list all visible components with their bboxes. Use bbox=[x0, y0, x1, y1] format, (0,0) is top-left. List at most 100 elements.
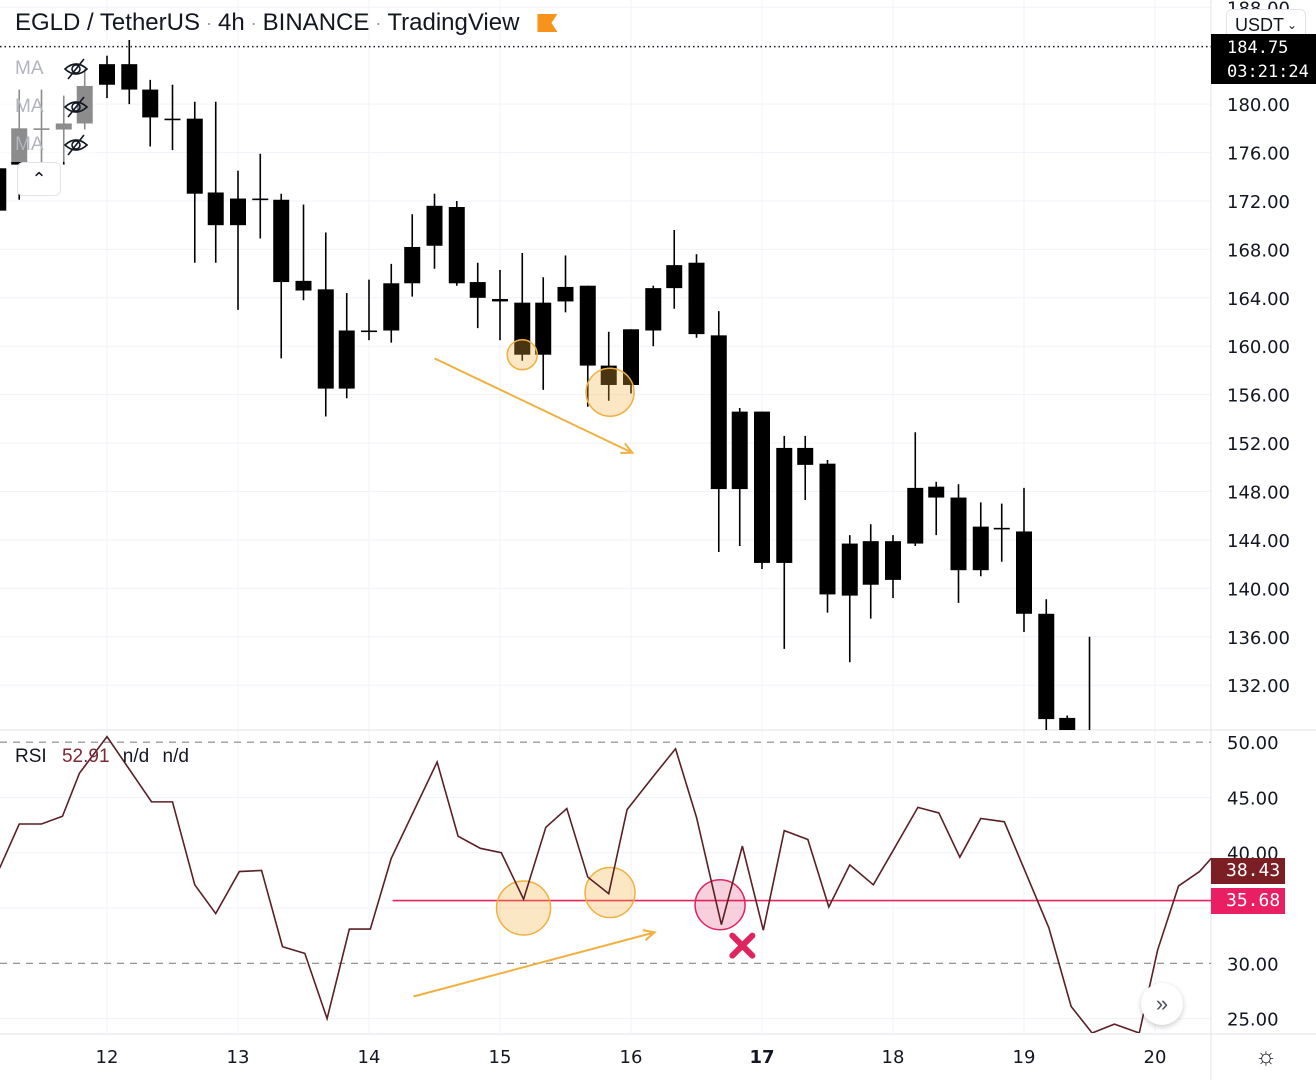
gear-icon[interactable]: ☼ bbox=[1255, 1043, 1277, 1070]
candle[interactable] bbox=[710, 311, 727, 553]
candle[interactable] bbox=[426, 193, 443, 269]
exchange: BINANCE bbox=[262, 9, 370, 36]
legend-item-ma-3[interactable]: MA bbox=[15, 126, 89, 164]
candle-body bbox=[492, 299, 508, 302]
candle[interactable] bbox=[492, 269, 508, 341]
symbol-name[interactable]: EGLD / TetherUS bbox=[15, 9, 200, 36]
candle-body bbox=[710, 335, 727, 490]
candle-body bbox=[99, 64, 115, 85]
rsi-extra-2: n/d bbox=[162, 746, 189, 767]
candle[interactable] bbox=[819, 460, 836, 613]
candle[interactable] bbox=[950, 484, 967, 603]
last-price: 184.75 bbox=[1227, 38, 1289, 58]
candle[interactable] bbox=[776, 435, 793, 649]
candle[interactable] bbox=[1059, 715, 1076, 733]
candle[interactable] bbox=[252, 153, 269, 239]
candle-body bbox=[273, 199, 290, 283]
candle-body bbox=[338, 330, 355, 389]
last-price-badge: 184.75 03:21:24 bbox=[1211, 34, 1316, 84]
legend-label: MA bbox=[15, 134, 44, 155]
candle-body bbox=[295, 280, 312, 291]
candle[interactable] bbox=[885, 535, 901, 599]
candle[interactable] bbox=[645, 285, 662, 347]
rsi-tick-label: 45.00 bbox=[1227, 788, 1279, 809]
rsi-tick-label: 25.00 bbox=[1227, 1010, 1279, 1031]
price-tick-label: 144.00 bbox=[1227, 531, 1290, 552]
candle[interactable] bbox=[535, 277, 552, 390]
candle[interactable] bbox=[754, 411, 770, 569]
candle[interactable] bbox=[207, 101, 224, 263]
annotation-circle bbox=[584, 866, 636, 919]
legend-item-ma-1[interactable]: MA bbox=[15, 50, 89, 88]
separator: · bbox=[205, 12, 212, 33]
candle[interactable] bbox=[317, 232, 334, 417]
annotation-arrow-head bbox=[620, 442, 635, 454]
price-tick-label: 148.00 bbox=[1227, 483, 1290, 504]
candle-body bbox=[928, 486, 945, 498]
candle[interactable] bbox=[841, 535, 858, 663]
price-tick-label: 156.00 bbox=[1227, 386, 1290, 407]
currency-label: USDT bbox=[1234, 14, 1284, 35]
candle[interactable] bbox=[1016, 487, 1032, 632]
price-tick-label: 160.00 bbox=[1227, 337, 1290, 358]
candle[interactable] bbox=[514, 253, 531, 361]
price-tick-label: 180.00 bbox=[1227, 95, 1290, 116]
candle[interactable] bbox=[164, 84, 181, 151]
candle[interactable] bbox=[731, 407, 748, 546]
candle[interactable] bbox=[579, 285, 596, 407]
candle[interactable] bbox=[862, 524, 879, 619]
candle[interactable] bbox=[99, 55, 115, 99]
rsi-legend[interactable]: RSI 52.91 n/d n/d bbox=[15, 746, 189, 768]
candle[interactable] bbox=[142, 79, 159, 147]
candle[interactable] bbox=[295, 204, 312, 301]
candle[interactable] bbox=[186, 101, 203, 263]
collapse-legend-button[interactable]: ⌃ bbox=[17, 162, 61, 196]
candle[interactable] bbox=[121, 39, 138, 105]
chevron-down-icon: ⌄ bbox=[1286, 18, 1298, 32]
candle[interactable] bbox=[797, 435, 814, 500]
scroll-to-realtime-button[interactable]: » bbox=[1141, 983, 1183, 1025]
rsi-extra-1: n/d bbox=[122, 746, 150, 767]
candle[interactable] bbox=[361, 279, 377, 341]
annotation-circle bbox=[694, 878, 746, 931]
candle-body bbox=[841, 543, 858, 596]
eye-off-icon[interactable] bbox=[63, 94, 89, 120]
candle[interactable] bbox=[907, 432, 924, 546]
candle[interactable] bbox=[230, 170, 246, 310]
candle[interactable] bbox=[623, 329, 639, 394]
eye-off-icon[interactable] bbox=[63, 132, 89, 158]
interval[interactable]: 4h bbox=[217, 9, 245, 36]
candle[interactable] bbox=[273, 193, 290, 359]
candle[interactable] bbox=[383, 263, 400, 343]
flag-icon[interactable] bbox=[537, 14, 558, 32]
candle[interactable] bbox=[1082, 636, 1098, 746]
annotation-circle bbox=[585, 367, 635, 417]
candle[interactable] bbox=[972, 502, 989, 577]
legend-item-ma-2[interactable]: MA bbox=[15, 88, 89, 126]
candle[interactable] bbox=[993, 503, 1010, 562]
eye-off-icon[interactable] bbox=[63, 56, 89, 82]
time-tick-label: 17 bbox=[749, 1047, 774, 1068]
candle[interactable] bbox=[448, 200, 465, 286]
annotation-circle bbox=[506, 338, 539, 371]
annotation-arrow bbox=[413, 931, 655, 998]
candle-body bbox=[1016, 531, 1032, 614]
candle-body bbox=[448, 207, 465, 284]
candle[interactable] bbox=[1038, 599, 1055, 730]
candle[interactable] bbox=[557, 255, 574, 313]
candle[interactable] bbox=[928, 481, 945, 536]
legend-label: MA bbox=[15, 96, 44, 117]
separator: · bbox=[375, 12, 382, 33]
candle-body bbox=[819, 463, 836, 595]
candle[interactable] bbox=[469, 262, 486, 329]
candle[interactable] bbox=[338, 292, 355, 399]
candle[interactable] bbox=[404, 214, 421, 297]
candle[interactable] bbox=[666, 230, 683, 309]
candle[interactable] bbox=[688, 254, 705, 338]
candle[interactable] bbox=[0, 159, 7, 220]
time-tick-label: 20 bbox=[1144, 1047, 1167, 1068]
candle[interactable] bbox=[600, 331, 617, 401]
candle-body bbox=[950, 497, 967, 571]
rsi-current-badge: 38.43 bbox=[1211, 858, 1285, 884]
